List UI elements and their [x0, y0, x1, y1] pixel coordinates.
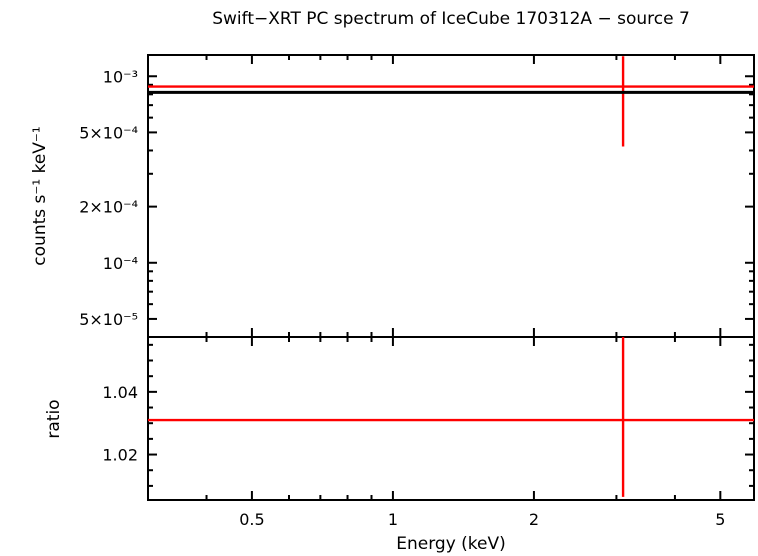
spectrum-y-tick-label: 10⁻³ [103, 67, 138, 86]
ratio-y-axis-label: ratio [44, 399, 64, 438]
axes-layer: 10⁻³ 5×10⁻⁴ 2×10⁻⁴ 10⁻⁴ 5×10⁻⁵ 1.02 1.04 0.5 1 2 5 [79, 54, 755, 529]
ratio-y-tick-label: 1.04 [102, 383, 138, 402]
x-tick-label: 1 [388, 510, 398, 529]
x-axis-label: Energy (keV) [396, 534, 506, 554]
data-layer [148, 56, 754, 497]
x-tick-label: 5 [715, 510, 725, 529]
ratio-frame [147, 336, 755, 501]
spectrum-y-tick-label: 2×10⁻⁴ [79, 198, 138, 217]
ratio-y-tick-label: 1.02 [102, 446, 138, 465]
spectrum-y-axis-label: counts s⁻¹ keV⁻¹ [30, 126, 50, 265]
spectrum-y-tick-label: 5×10⁻⁵ [79, 310, 138, 329]
spectrum-y-tick-label: 10⁻⁴ [103, 254, 138, 273]
spectrum-y-tick-label: 5×10⁻⁴ [79, 123, 138, 142]
spectrum-frame [147, 54, 755, 338]
figure-title: Swift−XRT PC spectrum of IceCube 170312A… [212, 9, 690, 29]
x-tick-label: 2 [529, 510, 539, 529]
x-tick-label: 0.5 [239, 510, 264, 529]
